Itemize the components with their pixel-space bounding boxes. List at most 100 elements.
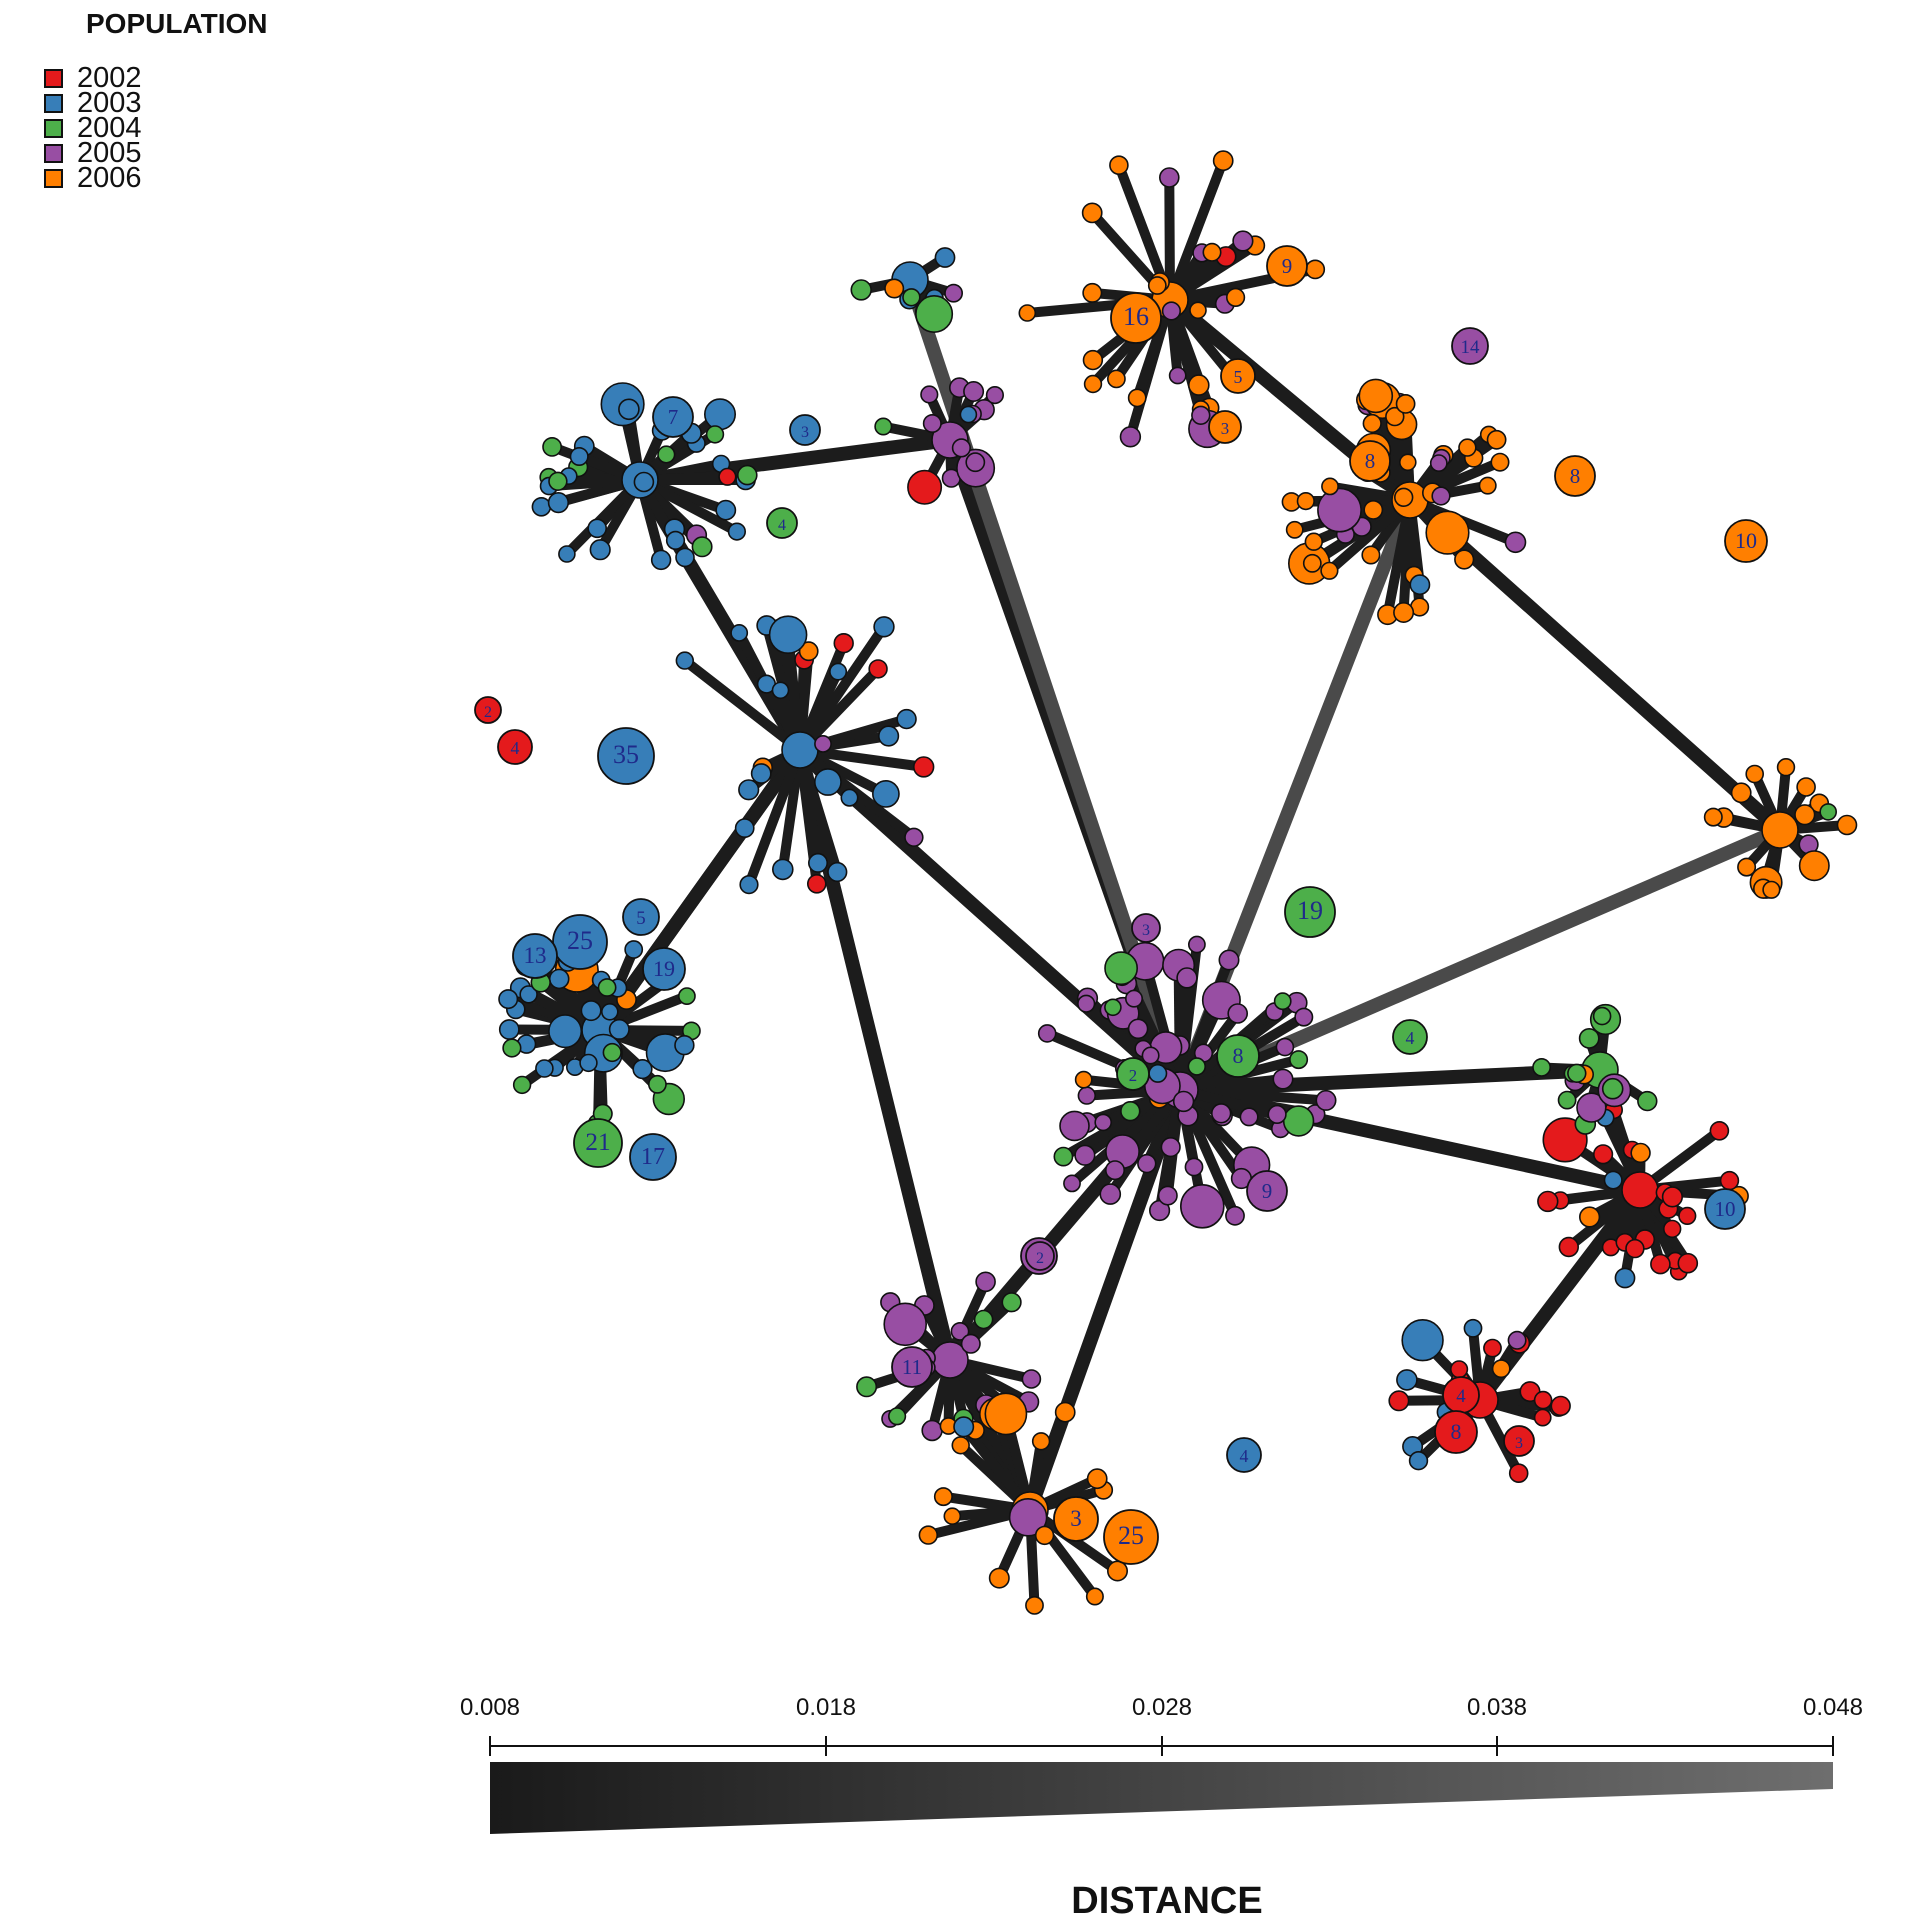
node-count-label: 8 [1450, 1419, 1461, 1444]
network-node-2005 [1160, 168, 1179, 187]
network-node-2005 [1064, 1175, 1080, 1191]
network-node-2003 [1464, 1320, 1481, 1337]
network-node-2005 [1022, 1370, 1040, 1388]
labeled-node: 3 [1504, 1426, 1534, 1456]
labeled-node: 35 [598, 728, 654, 784]
network-node-2004 [1284, 1106, 1314, 1136]
network-node-2003 [625, 941, 642, 958]
node-count-label: 2 [1036, 1250, 1044, 1267]
network-node-2002 [808, 875, 826, 893]
network-node-2006 [1394, 603, 1413, 622]
network-node-2006 [990, 1568, 1009, 1587]
network-node-2006 [1797, 778, 1815, 796]
network-node-2006 [1364, 501, 1382, 519]
network-node-2003 [532, 498, 550, 516]
node-count-label: 21 [585, 1129, 610, 1156]
network-node-2004 [1121, 1102, 1140, 1121]
network-node-2003 [602, 1004, 618, 1020]
network-node-2006 [1705, 808, 1722, 825]
network-node-2004 [738, 466, 757, 485]
labeled-node: 25 [553, 915, 607, 969]
scale-tick-label: 0.028 [1132, 1694, 1192, 1722]
network-node-2002 [1535, 1392, 1552, 1409]
node-count-label: 19 [1297, 896, 1323, 925]
labeled-node: 3 [1054, 1497, 1098, 1541]
node-count-label: 8 [1570, 464, 1581, 488]
network-node-2002 [914, 757, 934, 777]
legend-label: 2006 [77, 166, 142, 191]
network-node-2003 [550, 969, 569, 988]
network-node-2003 [830, 663, 846, 679]
labeled-node: 2 [1117, 1058, 1149, 1090]
labeled-node: 8 [1217, 1035, 1259, 1077]
node-count-label: 3 [1142, 922, 1150, 939]
scale-tick-label: 0.048 [1803, 1694, 1863, 1722]
network-node-2003 [1149, 1065, 1166, 1082]
node-count-label: 25 [567, 926, 593, 955]
legend: 2002 2003 2004 2005 2006 [44, 66, 142, 191]
network-node-2004 [1568, 1064, 1586, 1082]
labeled-node: 2 [1026, 1242, 1054, 1270]
network-node-2006 [1738, 858, 1755, 875]
network-node-2005 [1508, 1332, 1525, 1349]
network-node-2005 [1233, 231, 1253, 251]
node-count-label: 13 [523, 942, 546, 968]
node-count-label: 5 [1234, 367, 1243, 387]
network-node-2003 [770, 616, 807, 653]
network-node-2006 [1085, 376, 1102, 393]
network-node-2005 [1106, 1161, 1124, 1179]
network-node-2003 [874, 617, 894, 637]
network-node-2005 [1161, 1138, 1180, 1157]
network-node-2006 [1763, 882, 1780, 899]
network-node-2002 [1594, 1145, 1613, 1164]
network-node-2005 [987, 387, 1004, 404]
network-node-2003 [782, 732, 818, 768]
network-node-2005 [1170, 367, 1186, 383]
network-node-2006 [1455, 550, 1474, 569]
network-node-2005 [1163, 302, 1181, 320]
network-node-2006 [1088, 1469, 1107, 1488]
labeled-node: 16 [1111, 293, 1161, 343]
network-node-2005 [966, 453, 984, 471]
node-count-label: 10 [1735, 528, 1757, 553]
network-node-2005 [1185, 1158, 1202, 1175]
distance-scale [490, 1736, 1833, 1834]
labeled-node: 8 [1555, 456, 1595, 496]
node-count-label: 17 [641, 1143, 665, 1170]
labeled-node: 4 [1443, 1377, 1479, 1413]
network-node-2005 [964, 382, 983, 401]
network-node-2002 [719, 469, 736, 486]
network-node-2005 [1318, 489, 1361, 532]
network-node-2005 [1189, 936, 1205, 952]
network-node-2003 [960, 407, 976, 423]
network-node-2006 [1287, 522, 1303, 538]
network-node-2002 [1710, 1122, 1728, 1140]
network-node-2005 [1226, 1207, 1244, 1225]
scale-title: DISTANCE [1071, 1880, 1262, 1923]
network-node-2003 [588, 519, 606, 537]
network-node-2006 [1800, 851, 1829, 880]
network-node-2004 [679, 988, 695, 1004]
network-node-2005 [1219, 950, 1238, 969]
network-node-2005 [1095, 1114, 1111, 1130]
network-node-2006 [1214, 151, 1233, 170]
node-count-label: 3 [1515, 1435, 1523, 1452]
network-node-2002 [908, 471, 941, 504]
network-node-2003 [815, 769, 841, 795]
legend-item-2006: 2006 [44, 166, 142, 191]
network-node-2002 [1626, 1240, 1644, 1258]
scale-tick-label: 0.018 [796, 1694, 856, 1722]
labeled-node: 4 [1227, 1438, 1261, 1472]
network-node-2006 [1026, 1597, 1043, 1614]
network-node-2004 [1533, 1059, 1550, 1076]
network-node-2006 [1019, 305, 1035, 321]
network-node-2004 [649, 1076, 666, 1093]
network-node-2006 [1778, 759, 1795, 776]
network-node-2004 [1594, 1008, 1611, 1025]
network-node-2005 [1142, 1047, 1158, 1063]
network-node-2002 [1484, 1340, 1501, 1357]
network-node-2004 [851, 280, 871, 300]
network-node-2006 [1190, 302, 1206, 318]
network-node-2006 [1087, 1588, 1103, 1604]
